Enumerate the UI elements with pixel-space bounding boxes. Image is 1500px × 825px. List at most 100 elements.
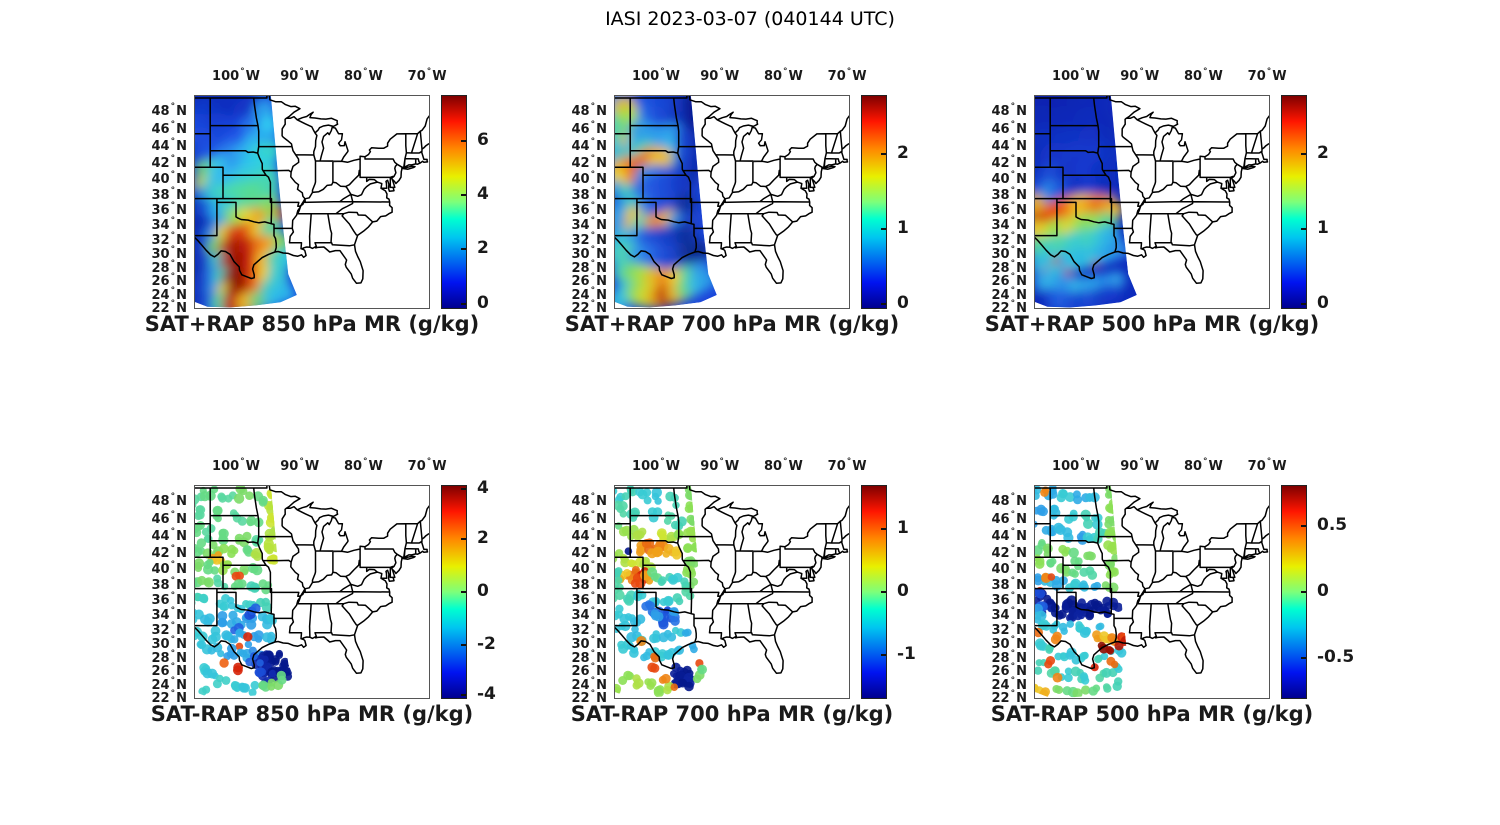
- lon-tick-label: 80°W: [1183, 457, 1223, 474]
- lat-tick-label: 34°N: [151, 606, 187, 624]
- lat-tick-label: 28°N: [991, 648, 1027, 666]
- axes-frame: [194, 485, 430, 699]
- colorbar-tick: [461, 488, 466, 491]
- colorbar: [861, 95, 887, 309]
- colorbar-tick-label: 0: [477, 292, 489, 313]
- state-boundaries: [614, 95, 850, 284]
- axes-frame: [614, 485, 850, 699]
- lat-tick-label: 34°N: [991, 216, 1027, 234]
- colorbar-tick-label: 6: [477, 129, 489, 150]
- lat-tick-label: 26°N: [151, 662, 187, 680]
- lat-tick-label: 48°N: [571, 102, 607, 120]
- lat-tick-label: 32°N: [151, 620, 187, 638]
- colorbar-tick-label: 2: [477, 528, 489, 548]
- colorbar-tick: [1301, 302, 1306, 305]
- lon-tick-label: 100°W: [212, 457, 261, 474]
- lat-tick-label: 46°N: [571, 510, 607, 528]
- colorbar-tick-label: 0.5: [1317, 515, 1348, 536]
- lon-tick-label: 70°W: [827, 457, 867, 474]
- lon-tick-label: 100°W: [212, 67, 261, 84]
- panel-title: SAT-RAP 850 hPa MR (g/kg): [150, 702, 474, 726]
- colorbar-tick: [461, 248, 466, 251]
- lat-tick-label: 40°N: [571, 170, 607, 188]
- colorbar: [441, 485, 467, 699]
- map-plot: [1034, 95, 1270, 309]
- colorbar-tick: [881, 153, 886, 156]
- lat-tick-label: 26°N: [151, 272, 187, 290]
- lat-tick-label: 48°N: [991, 492, 1027, 510]
- lat-tick-label: 38°N: [991, 185, 1027, 203]
- colorbar-tick: [1301, 153, 1306, 156]
- lat-tick-label: 42°N: [151, 154, 187, 172]
- lat-tick-label: 42°N: [151, 544, 187, 562]
- colorbar-gradient: [1282, 96, 1306, 308]
- lat-tick-label: 32°N: [571, 620, 607, 638]
- lat-tick-label: 48°N: [151, 492, 187, 510]
- lat-tick-label: 22°N: [991, 689, 1027, 707]
- panel-title: SAT+RAP 700 hPa MR (g/kg): [564, 312, 900, 336]
- lat-tick-label: 40°N: [991, 560, 1027, 578]
- lat-tick-label: 22°N: [571, 299, 607, 317]
- lat-tick-label: 26°N: [991, 272, 1027, 290]
- lat-tick-label: 24°N: [991, 675, 1027, 693]
- lat-tick-label: 38°N: [151, 185, 187, 203]
- lat-tick-label: 28°N: [571, 648, 607, 666]
- lat-tick-label: 48°N: [991, 102, 1027, 120]
- colorbar-tick-label: 0: [1317, 292, 1329, 313]
- state-boundaries: [614, 485, 850, 674]
- colorbar-tick: [1301, 656, 1306, 659]
- colorbar-tick-label: 0: [1317, 581, 1329, 601]
- colorbar-tick-label: 2: [477, 238, 489, 259]
- lat-tick-label: 32°N: [991, 620, 1027, 638]
- map-panel-sat-plus-rap-700: SAT+RAP 700 hPa MR (g/kg) 48°N 46°N 44°N 42…: [540, 55, 972, 355]
- lat-tick-label: 44°N: [571, 527, 607, 545]
- lat-tick-label: 38°N: [151, 575, 187, 593]
- map-plot: [194, 485, 430, 699]
- lat-tick-label: 36°N: [571, 201, 607, 219]
- map-plot: [614, 485, 850, 699]
- lat-tick-label: 24°N: [571, 675, 607, 693]
- colorbar-tick: [461, 302, 466, 305]
- lon-tick-label: 70°W: [407, 457, 447, 474]
- lat-tick-label: 24°N: [151, 675, 187, 693]
- lat-tick-label: 40°N: [151, 560, 187, 578]
- lat-tick-label: 30°N: [571, 244, 607, 262]
- map-panel-sat-minus-rap-850: SAT-RAP 850 hPa MR (g/kg) 48°N 46°N 44°N 42…: [120, 445, 552, 745]
- colorbar-tick-label: 0: [897, 581, 909, 601]
- panel-title: SAT+RAP 500 hPa MR (g/kg): [984, 312, 1320, 336]
- map-panel-sat-plus-rap-500: SAT+RAP 500 hPa MR (g/kg) 48°N 46°N 44°N 42…: [960, 55, 1392, 355]
- colorbar-tick-label: 0: [477, 581, 489, 601]
- lat-tick-label: 48°N: [151, 102, 187, 120]
- lat-tick-label: 44°N: [571, 137, 607, 155]
- lat-tick-label: 22°N: [991, 299, 1027, 317]
- lon-tick-label: 100°W: [632, 457, 681, 474]
- lat-tick-label: 36°N: [991, 591, 1027, 609]
- lat-tick-label: 30°N: [151, 244, 187, 262]
- lat-tick-label: 28°N: [571, 258, 607, 276]
- panel-title: SAT+RAP 850 hPa MR (g/kg): [144, 312, 480, 336]
- lon-tick-label: 80°W: [343, 67, 383, 84]
- lon-tick-label: 80°W: [1183, 67, 1223, 84]
- lat-tick-label: 36°N: [991, 201, 1027, 219]
- colorbar-tick-label: 1: [1317, 217, 1329, 238]
- lon-tick-label: 90°W: [280, 67, 320, 84]
- lat-tick-label: 30°N: [991, 244, 1027, 262]
- lon-tick-label: 70°W: [407, 67, 447, 84]
- lat-tick-label: 44°N: [991, 527, 1027, 545]
- colorbar-tick: [1301, 227, 1306, 230]
- colorbar-tick: [1301, 591, 1306, 593]
- axes-frame: [1034, 95, 1270, 309]
- colorbar-tick: [461, 193, 466, 196]
- lon-tick-label: 70°W: [1247, 67, 1287, 84]
- lat-tick-label: 42°N: [991, 154, 1027, 172]
- state-boundaries: [194, 485, 430, 674]
- lat-tick-label: 34°N: [571, 606, 607, 624]
- lat-tick-label: 22°N: [571, 689, 607, 707]
- lat-tick-label: 44°N: [151, 527, 187, 545]
- lat-tick-label: 30°N: [151, 634, 187, 652]
- lat-tick-label: 36°N: [151, 591, 187, 609]
- colorbar-tick-label: -4: [477, 683, 496, 704]
- map-panel-sat-plus-rap-850: SAT+RAP 850 hPa MR (g/kg) 48°N 46°N 44°N 42…: [120, 55, 552, 355]
- lat-tick-label: 42°N: [571, 544, 607, 562]
- lat-tick-label: 40°N: [571, 560, 607, 578]
